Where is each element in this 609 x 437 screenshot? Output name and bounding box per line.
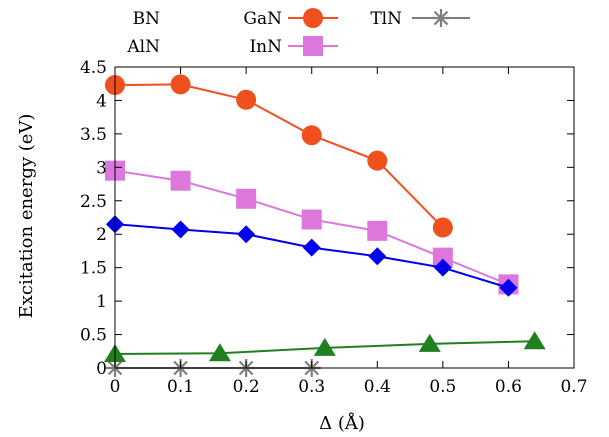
diamond-marker: [499, 278, 518, 297]
asterisk-marker: [432, 9, 450, 27]
x-tick-label: 0.3: [298, 377, 325, 397]
x-tick-label: 0.7: [560, 377, 587, 397]
x-tick-label: 0.6: [495, 377, 522, 397]
legend-label: AlN: [126, 37, 160, 57]
circle-marker: [236, 89, 257, 110]
x-tick-label: 0.4: [364, 377, 391, 397]
axes: 0 0.1 0.2 0.3 0.4 0.5 0.6 0.7 0 0.5 1 1.5 2 2.5 3 3.5 4 4…: [80, 58, 588, 397]
square-marker: [170, 170, 191, 191]
y-tick-label: 1.5: [80, 259, 107, 279]
circle-marker: [303, 8, 323, 28]
diamond-marker: [171, 220, 190, 239]
y-tick-label: 3.5: [80, 125, 107, 145]
plot-area: [104, 74, 546, 377]
y-tick-label: 3: [96, 158, 107, 178]
diamond-marker: [368, 247, 387, 266]
triangle-marker: [523, 331, 546, 350]
circle-marker: [170, 74, 191, 95]
diamond-marker: [433, 258, 452, 277]
y-tick-label: 4.5: [80, 58, 107, 78]
y-tick-label: 1: [96, 292, 107, 312]
square-marker: [301, 209, 322, 230]
asterisk-stroke: [433, 10, 449, 26]
y-axis-title: Excitation energy (eV): [16, 114, 37, 319]
legend: BN GaN TlN AlN InN: [126, 8, 470, 57]
circle-marker: [301, 125, 322, 146]
y-tick-label: 0.5: [80, 326, 107, 346]
legend-label: TlN: [370, 9, 402, 29]
plot-frame: [114, 66, 575, 369]
legend-label: BN: [133, 9, 160, 29]
triangle-marker: [208, 343, 231, 362]
square-marker: [367, 220, 388, 241]
y-tick-label: 0: [96, 359, 107, 379]
y-tick-label: 4: [96, 91, 107, 111]
legend-label: InN: [249, 37, 282, 57]
legend-label: GaN: [243, 9, 282, 29]
square-marker: [236, 188, 257, 209]
square-marker: [432, 247, 453, 268]
x-axis-title: Δ (Å): [319, 412, 365, 434]
diamond-marker: [237, 225, 256, 244]
x-tick-label: 0.2: [233, 377, 260, 397]
circle-marker: [432, 217, 453, 238]
circle-marker: [367, 150, 388, 171]
diamond-marker: [302, 238, 321, 257]
x-tick-label: 0.5: [429, 377, 456, 397]
series-line: [114, 83, 444, 229]
y-tick-label: 2.5: [80, 192, 107, 212]
x-tick-label: 0: [110, 377, 121, 397]
triangle-marker: [418, 333, 441, 352]
triangle-marker: [313, 337, 336, 356]
x-tick-label: 0.1: [167, 377, 194, 397]
square-marker: [303, 36, 323, 56]
y-tick-label: 2: [96, 225, 107, 245]
